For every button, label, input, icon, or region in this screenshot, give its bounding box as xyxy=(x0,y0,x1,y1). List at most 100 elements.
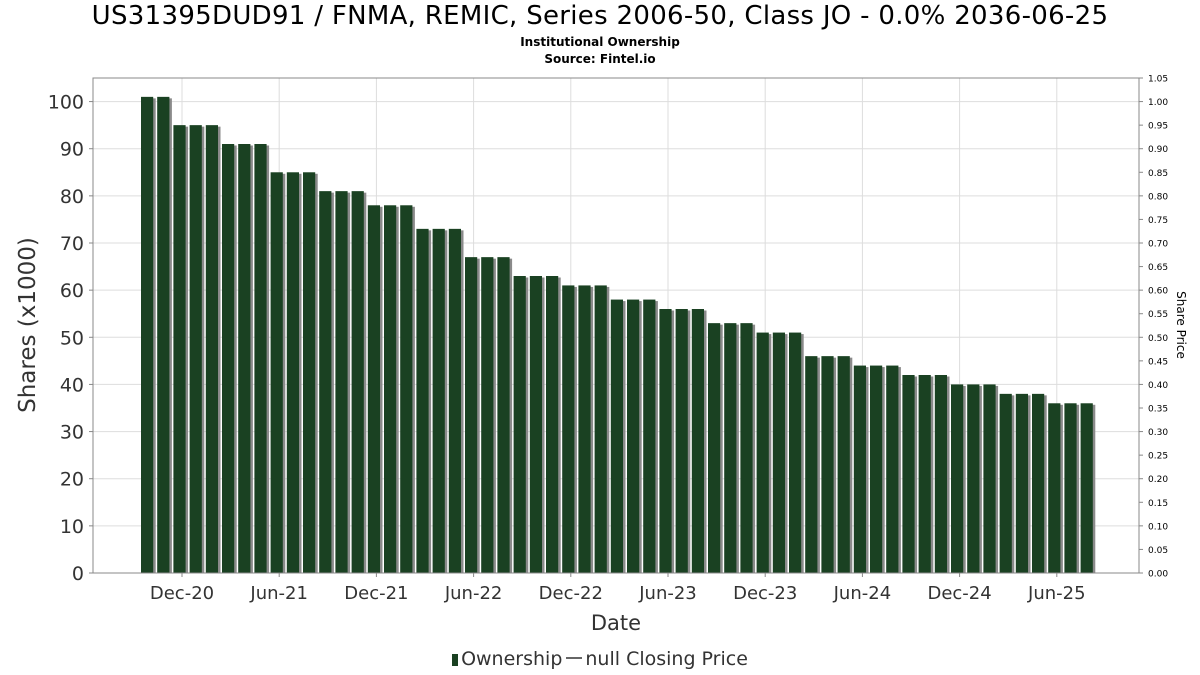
y-tick-label: 30 xyxy=(60,422,84,444)
chart-title: US31395DUD91 / FNMA, REMIC, Series 2006-… xyxy=(91,1,1109,31)
y2-tick-label: 0.10 xyxy=(1148,522,1168,532)
y-tick-label: 0 xyxy=(72,563,84,585)
y2-tick-label: 0.75 xyxy=(1148,216,1168,226)
ownership-bar xyxy=(481,257,494,573)
y2-tick-label: 0.80 xyxy=(1148,192,1168,202)
x-tick-label: Jun-24 xyxy=(833,583,892,604)
ownership-bar xyxy=(675,309,688,573)
legend-price: null Closing Price xyxy=(585,648,748,670)
y2-tick-label: 0.00 xyxy=(1148,570,1168,580)
ownership-bar xyxy=(335,191,348,573)
ownership-bar xyxy=(270,172,283,574)
y2-axis-label: Share Price xyxy=(1174,291,1188,359)
ownership-bar xyxy=(384,205,397,574)
y2-tick-label: 1.05 xyxy=(1148,75,1168,85)
ownership-bar xyxy=(1032,393,1045,573)
ownership-legend-swatch xyxy=(452,654,459,666)
y-axis: 0 10 20 30 40 50 60 70 80 90 100 xyxy=(48,92,93,585)
ownership-bar xyxy=(983,384,996,573)
x-axis: Dec-20 Jun-21 Dec-21 Jun-22 Dec-22 Jun-23 Dec-… xyxy=(150,573,1086,604)
y-tick-label: 80 xyxy=(60,186,84,208)
y2-axis: 0.00 0.05 0.10 0.15 0.20 0.25 0.30 0.35 0.40 0.45… xyxy=(1139,75,1168,580)
y2-tick-label: 0.95 xyxy=(1148,122,1168,132)
ownership-bar xyxy=(821,356,834,573)
ownership-bar xyxy=(513,276,526,573)
ownership-bar xyxy=(594,285,607,573)
ownership-bar xyxy=(465,257,478,573)
ownership-bar xyxy=(367,205,380,574)
ownership-bar xyxy=(562,285,575,573)
ownership-bar xyxy=(740,323,753,573)
ownership-bar xyxy=(1080,403,1093,573)
y-tick-label: 10 xyxy=(60,516,84,538)
ownership-bar xyxy=(157,96,170,573)
price-legend-line xyxy=(566,657,583,659)
y2-tick-label: 0.55 xyxy=(1148,310,1168,320)
ownership-bar xyxy=(222,144,235,573)
y-tick-label: 40 xyxy=(60,374,84,396)
ownership-bar xyxy=(448,228,461,573)
ownership-bar xyxy=(546,276,559,573)
ownership-bar xyxy=(724,323,737,573)
ownership-bar xyxy=(205,125,218,574)
x-tick-label: Jun-21 xyxy=(249,583,308,604)
ownership-bar xyxy=(691,309,704,573)
y-tick-label: 50 xyxy=(60,327,84,349)
y-tick-label: 100 xyxy=(48,92,84,114)
ownership-bar xyxy=(416,228,429,573)
y2-tick-label: 0.20 xyxy=(1148,475,1168,485)
ownership-bar xyxy=(934,375,947,573)
ownership-bar xyxy=(351,191,364,573)
ownership-bar xyxy=(837,356,850,573)
y2-tick-label: 0.40 xyxy=(1148,381,1168,391)
y2-tick-label: 0.90 xyxy=(1148,145,1168,155)
ownership-bar xyxy=(1048,403,1061,573)
y2-tick-label: 1.00 xyxy=(1148,98,1168,108)
bars xyxy=(141,96,1096,574)
y2-tick-label: 0.65 xyxy=(1148,263,1168,273)
ownership-bar xyxy=(967,384,980,573)
x-tick-label: Dec-20 xyxy=(150,583,214,604)
ownership-bar xyxy=(1064,403,1077,573)
ownership-bar xyxy=(772,332,785,573)
y-tick-label: 90 xyxy=(60,139,84,161)
y2-tick-label: 0.85 xyxy=(1148,169,1168,179)
ownership-bar xyxy=(578,285,591,573)
ownership-bar xyxy=(756,332,769,573)
y2-tick-label: 0.15 xyxy=(1148,499,1168,509)
ownership-bar xyxy=(303,172,316,574)
ownership-bar xyxy=(238,144,251,573)
ownership-bar xyxy=(319,191,332,573)
ownership-bar xyxy=(902,375,915,573)
x-tick-label: Dec-23 xyxy=(733,583,797,604)
ownership-bar xyxy=(400,205,413,574)
ownership-bar xyxy=(659,309,672,573)
x-tick-label: Dec-21 xyxy=(344,583,408,604)
y2-tick-label: 0.60 xyxy=(1148,287,1168,297)
ownership-bar xyxy=(254,144,267,573)
y2-tick-label: 0.25 xyxy=(1148,452,1168,462)
ownership-bar xyxy=(141,96,154,573)
ownership-bar xyxy=(789,332,802,573)
x-axis-label: Date xyxy=(591,611,641,635)
ownership-bar xyxy=(189,125,202,574)
y2-tick-label: 0.70 xyxy=(1148,240,1168,250)
plot-area xyxy=(92,77,1140,574)
ownership-bar xyxy=(610,299,623,573)
ownership-bar xyxy=(999,393,1012,573)
ownership-bar xyxy=(173,125,186,574)
ownership-bar xyxy=(432,228,445,573)
y-tick-label: 70 xyxy=(60,233,84,255)
y-tick-label: 60 xyxy=(60,280,84,302)
y2-tick-label: 0.50 xyxy=(1148,334,1168,344)
ownership-bar xyxy=(627,299,640,573)
ownership-bar xyxy=(497,257,510,573)
legend: Ownership null Closing Price xyxy=(0,648,1200,670)
ownership-bar xyxy=(853,365,866,573)
y2-tick-label: 0.45 xyxy=(1148,357,1168,367)
x-tick-label: Dec-22 xyxy=(539,583,603,604)
y-axis-label: Shares (x1000) xyxy=(15,237,41,413)
ownership-bar xyxy=(643,299,656,573)
y-tick-label: 20 xyxy=(60,469,84,491)
